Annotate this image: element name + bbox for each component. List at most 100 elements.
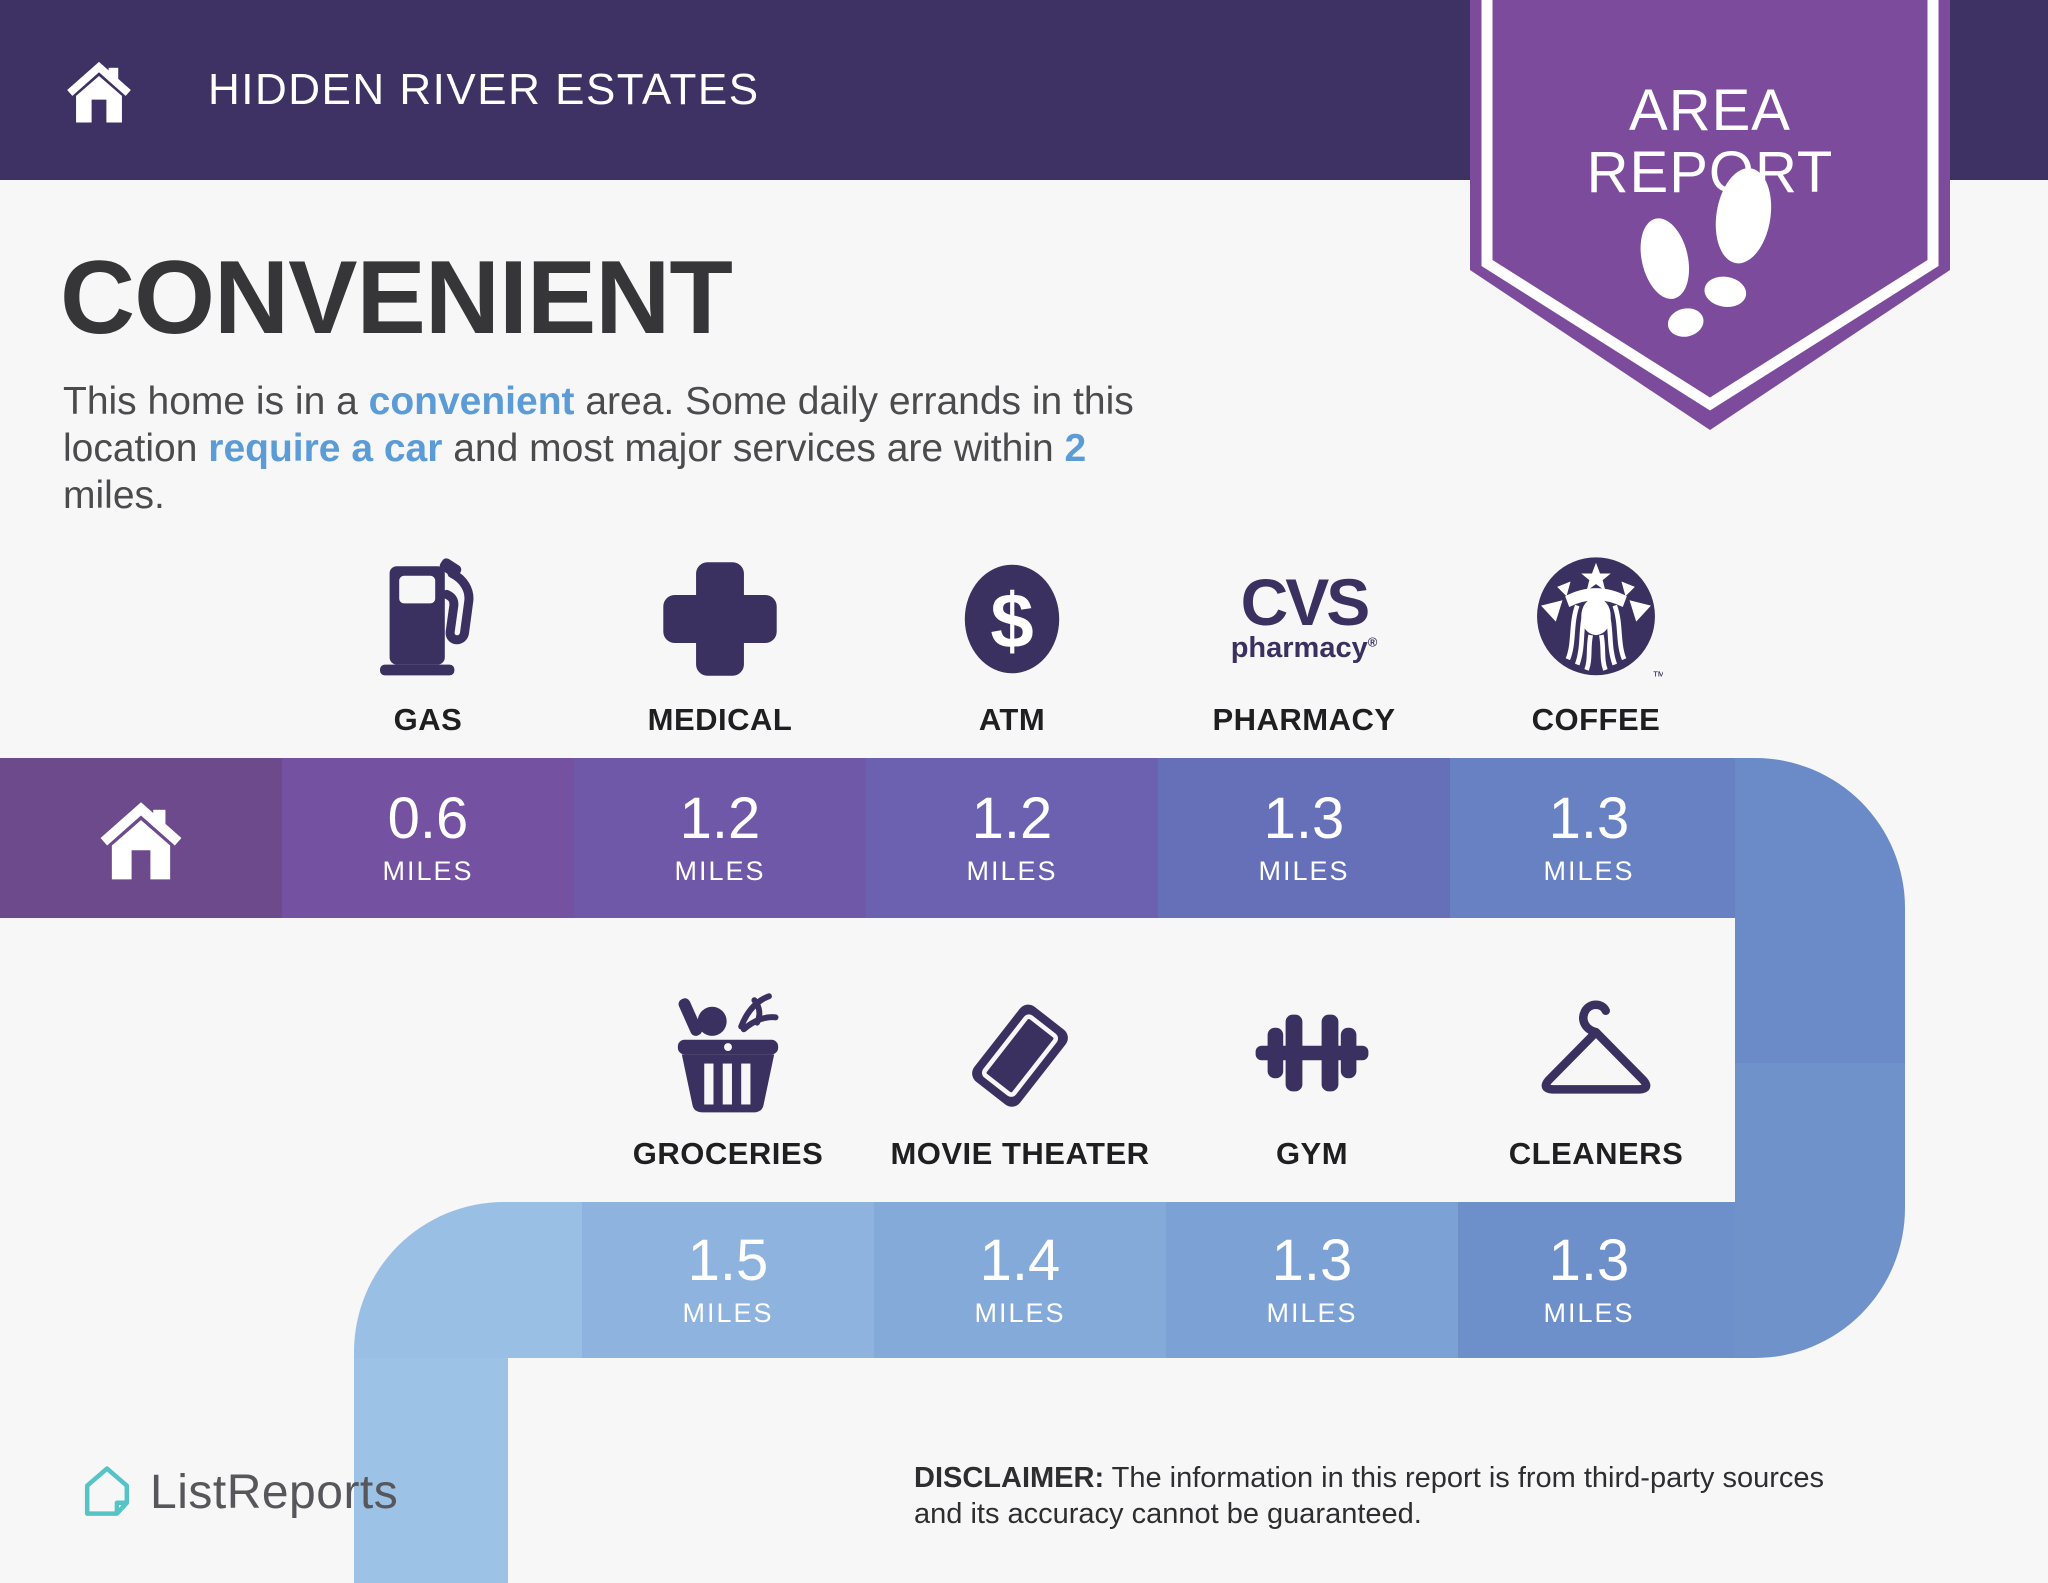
curve-fill-left xyxy=(354,1202,582,1358)
ribbon-line2: REPORT xyxy=(1587,140,1834,205)
poi-movie-theater: MOVIE THEATER xyxy=(874,982,1166,1172)
distance-unit: MILES xyxy=(674,855,766,886)
poi-label: COFFEE xyxy=(1531,702,1661,737)
desc-text: miles. xyxy=(63,474,165,517)
trademark-mark: ™ xyxy=(1652,669,1663,684)
poi-label: ATM xyxy=(978,702,1046,737)
distance-coffee: 1.3 MILES xyxy=(1443,758,1735,918)
poi-label: GYM xyxy=(1275,1136,1349,1171)
distance-unit: MILES xyxy=(974,1297,1066,1328)
desc-highlight: 2 xyxy=(1064,427,1087,470)
disclaimer-text: The information in this report is from t… xyxy=(914,1462,1825,1530)
distance-gym: 1.3 MILES xyxy=(1166,1202,1458,1358)
poi-label: PHARMACY xyxy=(1212,702,1396,737)
distance-value: 1.2 xyxy=(971,785,1053,851)
desc-highlight: require a car xyxy=(208,427,443,470)
distance-medical: 1.2 MILES xyxy=(574,758,866,918)
distance-value: 1.3 xyxy=(1548,785,1630,851)
desc-text: area. Some daily errands in this locatio… xyxy=(63,380,1134,470)
cell-fill-gas xyxy=(282,758,574,918)
distance-cleaners: 1.3 MILES xyxy=(1443,1202,1735,1358)
connector-fill-lower xyxy=(1735,1063,1905,1202)
poi-gym: GYM xyxy=(1166,982,1458,1172)
distance-unit: MILES xyxy=(1258,855,1350,886)
distance-unit: MILES xyxy=(1266,1297,1358,1328)
dollar-circle-icon: $ xyxy=(964,564,1060,674)
footprints-icon xyxy=(1640,168,1772,337)
poi-label: CLEANERS xyxy=(1508,1136,1684,1171)
listreports-house-icon xyxy=(84,1466,130,1516)
cell-fill-groceries xyxy=(582,1202,874,1358)
distance-unit: MILES xyxy=(682,1297,774,1328)
poi-label: GAS xyxy=(393,702,463,737)
distance-unit: MILES xyxy=(382,855,474,886)
distance-unit: MILES xyxy=(1543,855,1635,886)
distance-unit: MILES xyxy=(966,855,1058,886)
dumbbell-icon xyxy=(1255,1014,1369,1092)
distance-value: 1.3 xyxy=(1271,1227,1353,1293)
medical-cross-icon xyxy=(663,562,777,676)
listreports-logo: ListReports xyxy=(80,1462,398,1522)
home-start-cell xyxy=(0,758,282,918)
poi-label: GROCERIES xyxy=(632,1136,824,1171)
home-icon xyxy=(67,61,131,123)
distance-value: 1.2 xyxy=(679,785,761,851)
strip-fill-left xyxy=(354,1358,508,1583)
distance-pharmacy: 1.3 MILES xyxy=(1158,758,1450,918)
svg-text:$: $ xyxy=(990,577,1033,664)
distance-groceries: 1.5 MILES xyxy=(582,1202,874,1358)
corner-fill-bottom xyxy=(1735,1202,1905,1358)
brand-name: ListReports xyxy=(150,1465,399,1519)
poi-medical: MEDICAL xyxy=(574,548,866,738)
area-description: This home is in a convenient area. Some … xyxy=(63,378,1143,519)
connector-fill-upper xyxy=(1735,918,1905,1063)
movie-ticket-icon xyxy=(972,1004,1068,1107)
distance-value: 1.3 xyxy=(1548,1227,1630,1293)
poi-pharmacy: CVS pharmacy® PHARMACY xyxy=(1158,548,1450,738)
gas-pump-icon xyxy=(380,558,474,676)
poi-groceries: GROCERIES xyxy=(582,982,874,1172)
poi-cleaners: CLEANERS xyxy=(1450,982,1742,1172)
distance-gas: 0.6 MILES xyxy=(282,758,574,918)
distance-value: 1.5 xyxy=(687,1227,769,1293)
cell-fill-gym xyxy=(1166,1202,1458,1358)
poi-label: MOVIE THEATER xyxy=(890,1136,1150,1171)
cell-fill-pharmacy xyxy=(1158,758,1450,918)
disclaimer: DISCLAIMER: The information in this repo… xyxy=(914,1460,1844,1532)
distance-value: 0.6 xyxy=(387,785,469,851)
distance-value: 1.3 xyxy=(1263,785,1345,851)
cell-fill-movie xyxy=(874,1202,1166,1358)
poi-coffee: ™ COFFEE xyxy=(1450,548,1742,738)
distance-value: 1.4 xyxy=(979,1227,1061,1293)
disclaimer-label: DISCLAIMER: xyxy=(914,1462,1105,1494)
ribbon-border xyxy=(1481,0,1939,411)
registered-mark: ® xyxy=(1367,634,1378,650)
cvs-logo-text: CVS xyxy=(1240,564,1371,639)
ribbon-line1: AREA xyxy=(1629,78,1791,143)
distance-atm: 1.2 MILES xyxy=(866,758,1158,918)
starbucks-siren-icon: ™ xyxy=(1537,557,1663,684)
area-report-ribbon: AREA REPORT xyxy=(1470,0,1950,430)
corner-fill-top xyxy=(1735,758,1905,918)
property-title: HIDDEN RIVER ESTATES xyxy=(208,65,760,114)
hanger-icon xyxy=(1541,1000,1651,1094)
desc-text: and most major services are within xyxy=(442,427,1065,470)
poi-label: MEDICAL xyxy=(647,702,793,737)
cell-fill-atm xyxy=(866,758,1158,918)
cell-fill-cleaners xyxy=(1458,1202,1735,1358)
cell-fill-coffee xyxy=(1450,758,1735,918)
cell-fill-medical xyxy=(574,758,866,918)
distance-movie-theater: 1.4 MILES xyxy=(874,1202,1166,1358)
distance-unit: MILES xyxy=(1543,1297,1635,1328)
desc-text: This home is in a xyxy=(63,380,369,423)
home-icon xyxy=(100,802,182,880)
poi-gas: GAS xyxy=(282,548,574,738)
cvs-logo: CVS pharmacy® xyxy=(1230,564,1378,665)
poi-atm: $ ATM xyxy=(866,548,1158,738)
desc-highlight: convenient xyxy=(368,380,575,423)
page-title: CONVENIENT xyxy=(60,240,733,356)
grocery-basket-icon xyxy=(677,993,779,1113)
cvs-pharmacy-text: pharmacy xyxy=(1230,632,1368,665)
